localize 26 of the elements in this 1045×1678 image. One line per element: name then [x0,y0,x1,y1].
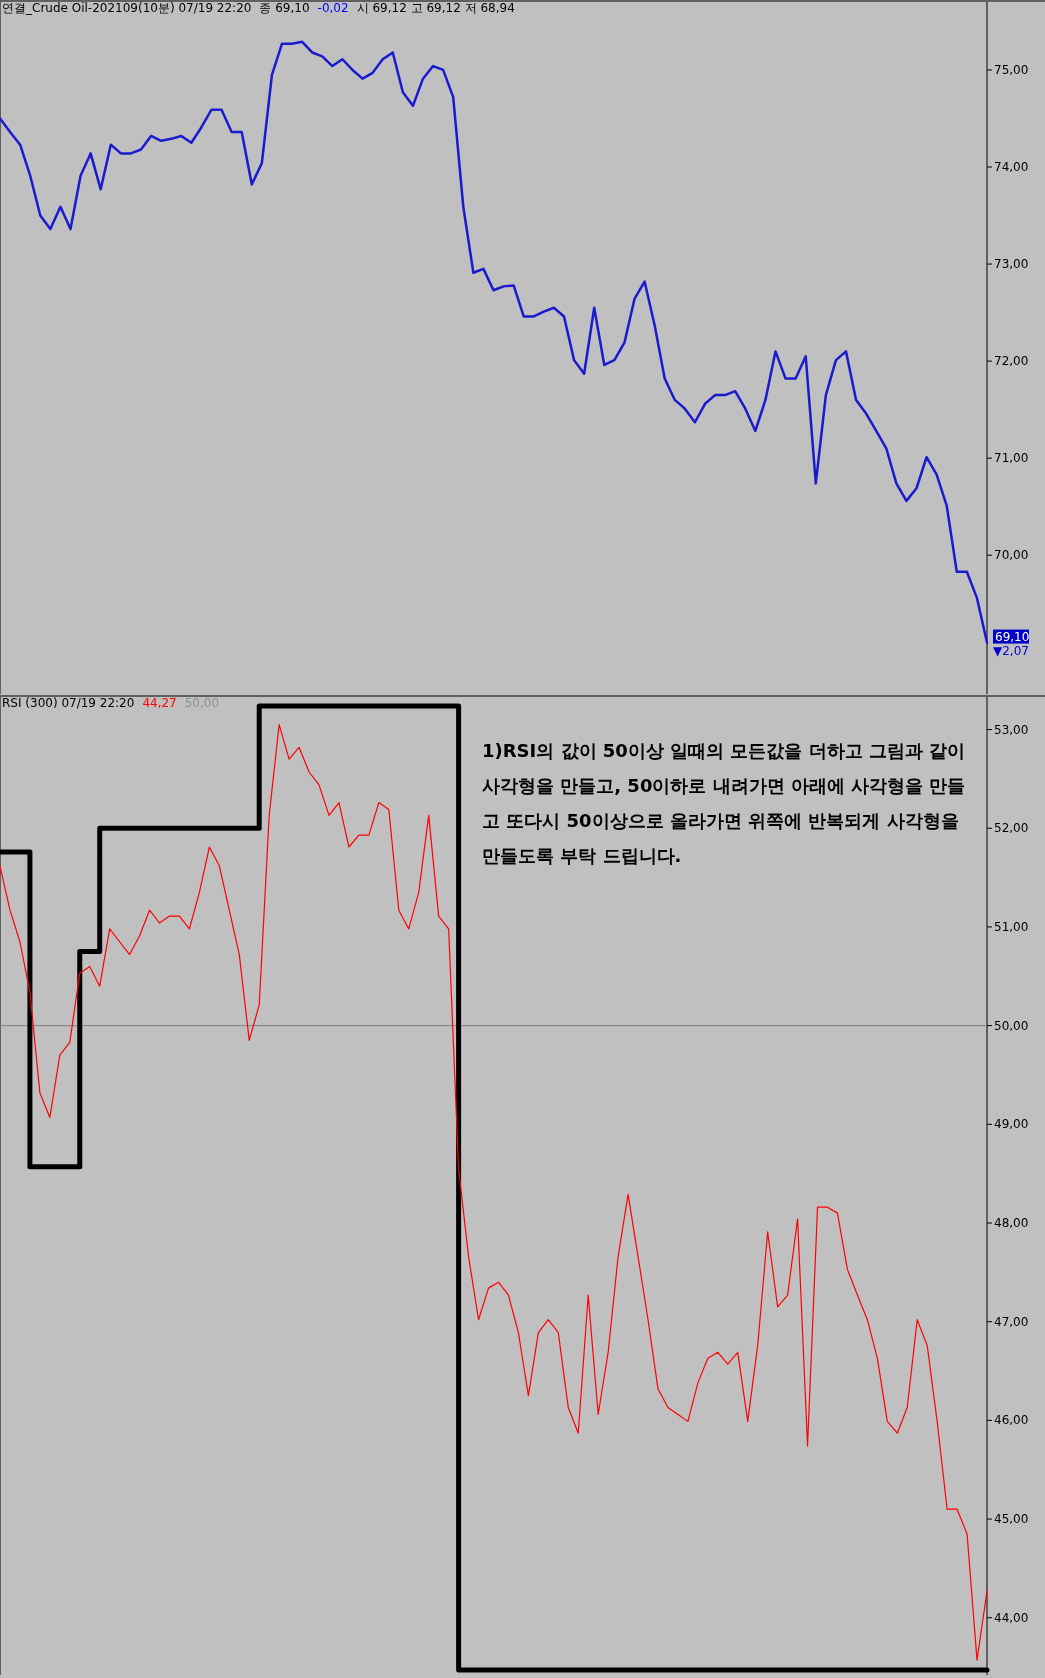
y-tick-label: 75,00 [994,62,1029,77]
y-tick-label: 45,00 [994,1512,1029,1527]
y-tick-label: 46,00 [994,1413,1029,1428]
y-tick-label: 44,00 [994,1610,1029,1625]
annotation: 1)RSI의 값이 50이상 일때의 모든값을 더하고 그림과 같이 사각형을 만들고, 50이하로 내려가면 아래에 사각형을 만들고 또다시 50이상으로 올라가면 위쪽에 반복되게 사각형을 만들도록 부탁 드립니다. [482,739,967,868]
annotation: -0,02 [317,1,349,15]
y-tick-label: 71,00 [994,451,1029,466]
y-tick-label: 74,00 [994,159,1029,174]
chart-title: RSI (300) 07/19 22:20 [2,696,135,710]
y-tick-label: 49,00 [994,1117,1029,1132]
y-tick-label: 53,00 [994,722,1029,737]
annotation: 종 69,10 [259,1,310,15]
annotation: 시 69,12 고 69,12 저 68,94 [356,1,515,15]
chart-title: 연결_Crude Oil-202109(10분) 07/19 22:20 [2,1,252,15]
annotation: 44,27 [142,696,177,710]
y-tick-label: 72,00 [994,354,1029,369]
y-tick-label: 50,00 [994,1018,1029,1033]
text: 69,10 [995,629,1030,644]
y-tick-label: 47,00 [994,1314,1029,1329]
y-tick-label: 52,00 [994,821,1029,836]
text: ▼2,07 [993,643,1029,658]
y-tick-label: 73,00 [994,257,1029,272]
y-tick-label: 70,00 [994,548,1029,563]
line-series [0,40,989,644]
y-tick-label: 51,00 [994,919,1029,934]
y-tick-label: 48,00 [994,1216,1029,1231]
